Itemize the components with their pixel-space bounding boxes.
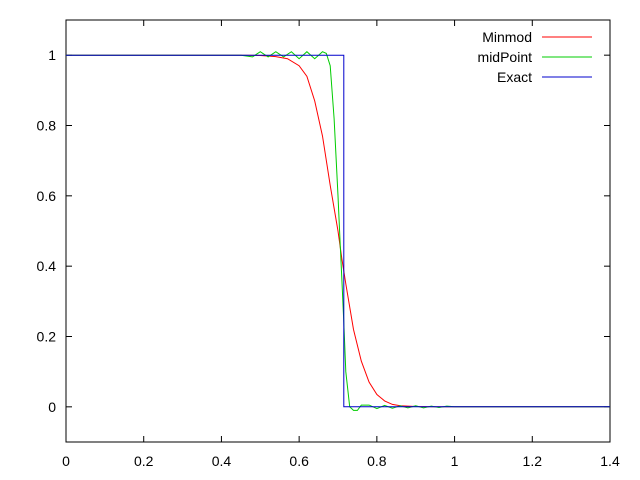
y-tick-label: 0.4 [37, 258, 57, 274]
x-tick-label: 0.2 [134, 453, 154, 469]
series-lines [66, 51, 610, 411]
x-tick-label: 0.6 [289, 453, 309, 469]
plot-frame [65, 19, 611, 443]
x-tick-label: 0.8 [367, 453, 387, 469]
x-axis: 0 0.2 0.4 0.6 0.8 1 1.2 1.4 [62, 20, 620, 469]
x-tick-label: 1.4 [600, 453, 620, 469]
y-axis: 0 0.2 0.4 0.6 0.8 1 [37, 47, 610, 415]
y-tick-label: 0.6 [37, 188, 57, 204]
y-tick-label: 1 [48, 47, 56, 63]
x-tick-label: 1.2 [523, 453, 543, 469]
series-line-minmod [66, 54, 610, 408]
series-line-exact [66, 54, 610, 408]
x-tick-label: 0 [62, 453, 70, 469]
y-tick-label: 0.2 [37, 329, 57, 345]
x-tick-label: 1 [451, 453, 459, 469]
legend-label: Minmod [482, 29, 532, 45]
legend-label: midPoint [478, 49, 533, 65]
x-tick-label: 0.4 [212, 453, 232, 469]
y-tick-label: 0 [48, 399, 56, 415]
legend: Minmod midPoint Exact [478, 29, 592, 85]
legend-label: Exact [497, 69, 532, 85]
y-tick-label: 0.8 [37, 118, 57, 134]
